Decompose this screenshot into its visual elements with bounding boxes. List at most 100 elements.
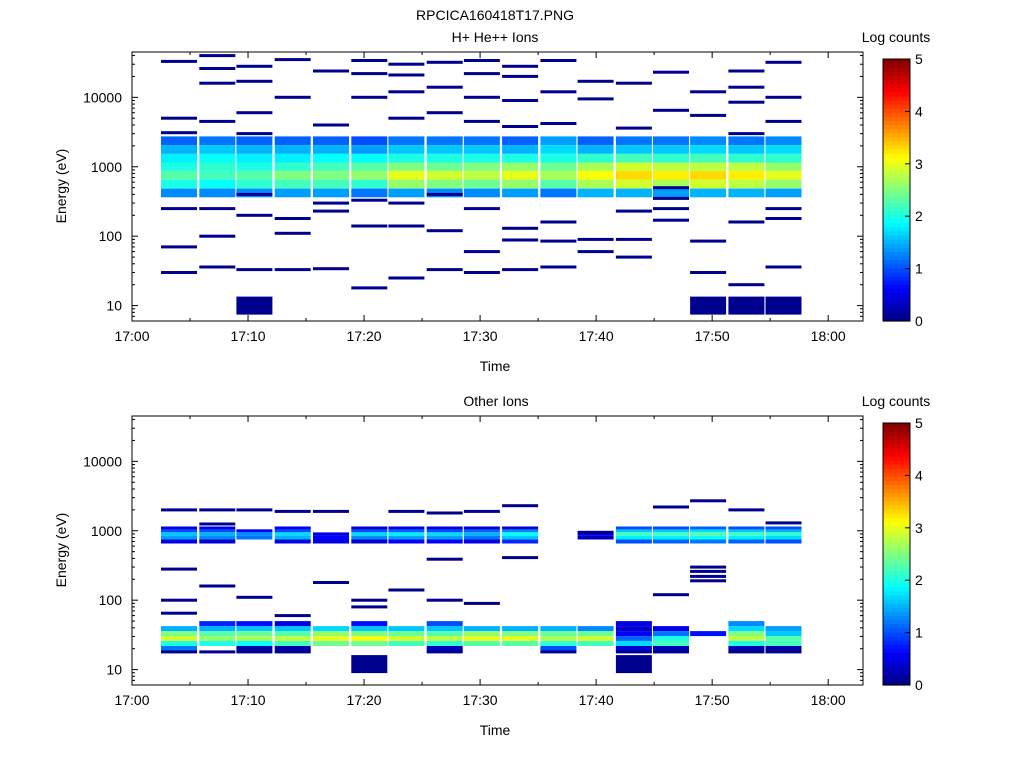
heatmap-cell xyxy=(615,532,652,536)
heatmap-cell xyxy=(161,179,197,189)
colorbar-swatch xyxy=(883,104,910,109)
heatmap-cell xyxy=(161,145,197,154)
colorbar-swatch xyxy=(883,656,910,662)
heatmap-cell xyxy=(161,131,197,135)
heatmap-cell xyxy=(426,650,463,654)
heatmap-cell xyxy=(540,179,577,189)
heatmap-cell xyxy=(351,655,388,674)
heatmap-cell xyxy=(615,188,652,198)
heatmap-cell xyxy=(540,646,577,652)
colorbar-swatch xyxy=(883,594,910,600)
colorbar-swatch xyxy=(883,623,910,629)
heatmap-cell xyxy=(236,111,273,115)
heatmap-cell xyxy=(765,640,802,646)
x-tick-label: 17:30 xyxy=(463,692,498,708)
x-tick-label: 17:00 xyxy=(114,328,149,344)
heatmap-cell xyxy=(728,283,765,287)
colorbar-swatch xyxy=(883,267,910,273)
heatmap-cell xyxy=(199,162,236,171)
heatmap-cell xyxy=(690,145,727,154)
y-tick-label: 10 xyxy=(106,662,122,678)
colorbar-swatch xyxy=(883,185,910,191)
colorbar-tick-label: 1 xyxy=(915,625,923,641)
colorbar-tick-label: 2 xyxy=(915,572,923,588)
heatmap-cell xyxy=(426,179,463,189)
heatmap-cell xyxy=(463,636,500,641)
heatmap-cell xyxy=(653,631,689,637)
heatmap-cell xyxy=(313,535,349,540)
heatmap-cell xyxy=(388,224,425,228)
heatmap-cell xyxy=(463,626,500,632)
colorbar-swatch xyxy=(883,488,910,494)
heatmap-cell xyxy=(388,145,425,154)
heatmap-cell xyxy=(426,153,463,163)
colorbar-swatch xyxy=(883,83,910,89)
colorbar-swatch xyxy=(883,664,910,670)
colorbar-swatch xyxy=(883,676,910,682)
heatmap-cell xyxy=(426,535,463,540)
heatmap-cell xyxy=(653,526,689,530)
heatmap-cell xyxy=(463,170,500,180)
heatmap-cell xyxy=(426,111,463,115)
heatmap-cell xyxy=(388,179,425,189)
heatmap-cell xyxy=(236,179,273,189)
heatmap-cell xyxy=(388,636,425,641)
heatmap-cell xyxy=(351,636,388,641)
colorbar-swatch xyxy=(883,566,910,571)
heatmap-cell xyxy=(463,271,500,274)
heatmap-cell xyxy=(690,179,727,189)
heatmap-cell xyxy=(653,153,689,163)
heatmap-cell xyxy=(236,213,273,217)
colorbar-swatch xyxy=(883,451,910,457)
heatmap-cell xyxy=(199,136,236,145)
x-tick-label: 18:00 xyxy=(811,692,846,708)
heatmap-cell xyxy=(313,179,349,189)
heatmap-cell xyxy=(463,95,500,99)
heatmap-cell xyxy=(351,286,388,290)
heatmap-cell xyxy=(577,535,614,540)
heatmap-cell xyxy=(351,188,388,198)
heatmap-cell xyxy=(653,593,689,597)
x-tick-label: 18:00 xyxy=(811,328,846,344)
heatmap-cell xyxy=(313,162,349,171)
heatmap-cell xyxy=(728,170,765,180)
heatmap-cell xyxy=(351,95,388,99)
heatmap-cell xyxy=(199,207,236,211)
heatmap-cell xyxy=(690,90,727,94)
heatmap-cell xyxy=(274,621,311,627)
colorbar-swatch xyxy=(883,639,910,645)
colorbar-swatch xyxy=(883,239,910,244)
heatmap-cell xyxy=(615,529,652,533)
x-axis-label: Time xyxy=(480,722,511,738)
colorbar-swatch xyxy=(883,672,910,678)
heatmap-cell xyxy=(502,226,539,230)
heatmap-cell xyxy=(274,532,311,536)
heatmap-cell xyxy=(388,529,425,533)
heatmap-cell xyxy=(161,162,197,171)
heatmap-cell xyxy=(577,145,614,154)
colorbar-swatch xyxy=(883,521,910,526)
x-axis: 17:00 17:10 17:20 17:30 17:40 17:50 18:00 xyxy=(114,52,846,344)
heatmap-cell xyxy=(274,539,311,544)
panel-title: Other Ions xyxy=(463,393,528,409)
colorbar-swatch xyxy=(883,120,910,126)
plot-frame xyxy=(131,415,864,686)
heatmap-cell xyxy=(236,79,273,83)
colorbar-swatch xyxy=(883,296,910,302)
heatmap-cell xyxy=(765,532,802,536)
heatmap-cell xyxy=(274,217,311,220)
colorbar-swatch xyxy=(883,508,910,514)
heatmap-cell xyxy=(313,153,349,163)
y-tick-label: 10 xyxy=(106,298,122,314)
heatmap-cell xyxy=(728,132,765,136)
colorbar-swatch xyxy=(883,423,910,428)
heatmap-cell xyxy=(615,650,652,654)
heatmap-cell xyxy=(351,145,388,154)
heatmap-cell xyxy=(199,265,236,269)
colorbar-swatch xyxy=(883,218,910,224)
colorbar-swatch xyxy=(883,95,910,101)
heatmap-cell xyxy=(236,153,273,163)
heatmap-cell xyxy=(690,162,727,171)
heatmap-cell xyxy=(199,535,236,540)
colorbar-swatch xyxy=(883,304,910,310)
